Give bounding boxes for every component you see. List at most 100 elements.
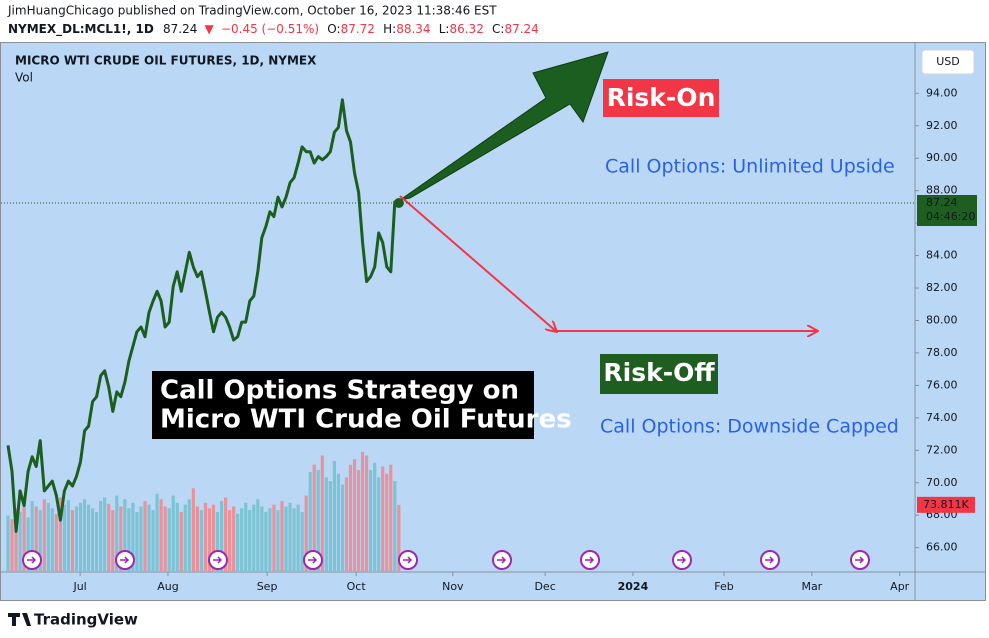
axes: 66.0068.0070.0072.0074.0076.0078.0080.00… — [22, 86, 958, 593]
y-tick-label: 78.00 — [926, 346, 958, 359]
volume-bar — [203, 502, 208, 572]
event-icon — [213, 556, 223, 564]
volume-bar — [369, 470, 373, 572]
y-tick-label: 76.00 — [926, 378, 958, 391]
brand-name: TradingView — [34, 611, 138, 629]
x-tick-label: Apr — [890, 580, 910, 593]
currency[interactable]: USD — [936, 55, 960, 68]
volume-bar — [312, 464, 316, 572]
risk-off: Risk-Off — [603, 358, 715, 387]
volume-bar — [155, 493, 159, 572]
volume-bar — [54, 513, 58, 572]
event-icon — [585, 556, 595, 564]
volume-bar — [30, 501, 34, 572]
volume-bar — [215, 511, 220, 572]
y-tick-label: 94.00 — [926, 86, 958, 99]
strategy-box — [152, 371, 534, 439]
y-tick-label: 70.00 — [926, 476, 958, 489]
volume-bar — [389, 464, 393, 572]
volume-label: 73.811K — [923, 498, 969, 511]
event-icon — [120, 556, 130, 564]
volume-bar — [187, 499, 191, 572]
downside-note: Call Options: Downside Capped — [600, 416, 899, 438]
volume-bar — [175, 502, 179, 572]
volume-bar — [66, 500, 71, 572]
x-tick-label: Mar — [801, 580, 822, 593]
countdown: 04:46:20 — [926, 210, 975, 223]
volume-bar — [373, 462, 377, 572]
publisher: JimHuangChicago published on TradingView… — [7, 4, 497, 18]
volume-bar — [183, 504, 187, 572]
y-tick-label: 84.00 — [926, 249, 958, 262]
ohlc-value: 87.72 — [341, 22, 375, 36]
y-tick-label: 82.00 — [926, 281, 958, 294]
volume-bar — [207, 508, 212, 572]
last: 87.24 — [163, 22, 197, 36]
volume-bar — [22, 504, 26, 572]
strategy-line: Call Options Strategy on — [160, 376, 519, 406]
volume-bar — [91, 508, 95, 572]
volume-bar — [107, 503, 111, 572]
volume-bar — [42, 499, 46, 572]
volume-bar — [74, 506, 79, 572]
volume-bar — [127, 508, 131, 572]
event-icon — [677, 556, 687, 564]
ohlc-label: H: — [383, 22, 396, 36]
price-line — [6, 98, 400, 533]
volume-bar — [272, 504, 276, 572]
direction: ▼ — [205, 22, 215, 36]
volume-bar — [167, 508, 171, 572]
volume-bar — [34, 506, 38, 572]
volume-bar — [38, 510, 42, 572]
volume-label-box — [917, 496, 975, 513]
last-price-dot — [393, 197, 404, 208]
volume-bar — [70, 510, 75, 572]
event-icon — [855, 556, 865, 564]
volume-bar — [211, 504, 216, 572]
volume-bar — [139, 506, 143, 572]
y-tick-label: 88.00 — [926, 184, 958, 197]
volume-bar — [348, 464, 353, 572]
volume-bar — [232, 506, 236, 572]
strategy-line: Micro WTI Crude Oil Futures — [160, 405, 572, 435]
risk-on: Risk-On — [607, 83, 716, 112]
volume-bar — [223, 497, 228, 572]
volume-bar — [300, 511, 304, 572]
x-tick-label: Dec — [534, 580, 555, 593]
volume-bar — [228, 510, 232, 572]
volume-bar — [356, 470, 361, 572]
currency-button[interactable] — [921, 49, 975, 75]
symbol: NYMEX_DL:MCL1!, 1D — [8, 22, 154, 37]
volume-bar — [340, 484, 345, 572]
event-icon — [27, 556, 37, 564]
volume-bar — [78, 502, 83, 572]
volume-bar — [103, 497, 107, 572]
volume-bar — [256, 499, 260, 572]
x-tick-label: Jul — [72, 580, 86, 593]
event-icon — [308, 556, 318, 564]
volume-bar — [18, 511, 22, 572]
ohlc-label: L: — [439, 22, 450, 36]
volume-bar — [344, 477, 349, 572]
x-tick-label: Aug — [157, 580, 178, 593]
volume-bar — [304, 495, 308, 572]
risk-off-box — [600, 354, 718, 394]
volume-bar — [14, 508, 18, 572]
volume-bar — [135, 511, 139, 572]
risk-off-arrow — [399, 195, 557, 332]
volume-bar — [26, 517, 30, 572]
volume-bar — [171, 495, 175, 572]
volume-bar — [6, 515, 10, 572]
volume-bar — [111, 510, 115, 572]
volume-bar — [332, 460, 336, 572]
volume-name: Vol — [15, 71, 33, 85]
volume-bar — [365, 455, 369, 572]
volume-bar — [195, 506, 199, 572]
volume-bar — [219, 501, 224, 572]
volume-bar — [147, 504, 151, 572]
volume-bar — [320, 455, 324, 572]
volume-bar — [324, 477, 328, 572]
volume-bar — [280, 501, 284, 572]
volume-bar — [10, 519, 14, 572]
volume-bar — [397, 504, 401, 572]
